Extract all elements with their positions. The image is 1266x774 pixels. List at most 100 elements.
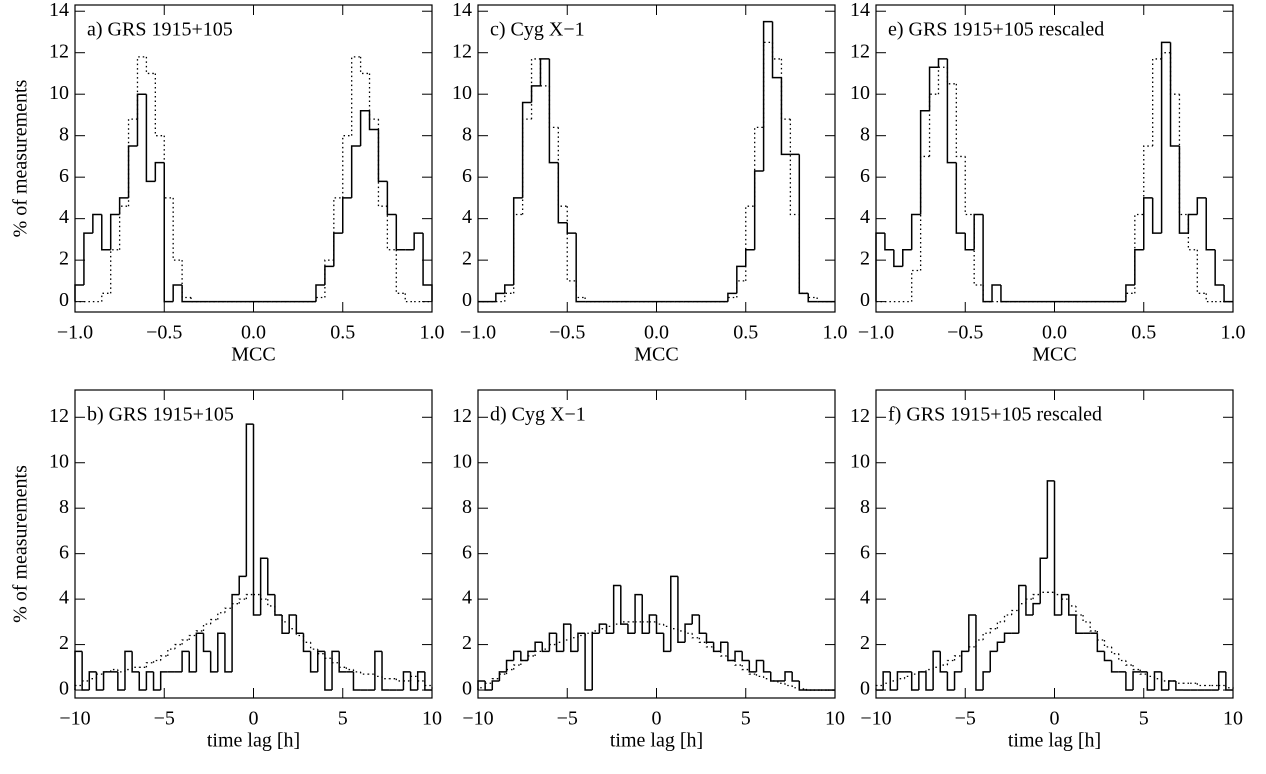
histogram-step [181,639,190,645]
histogram-step [1169,52,1180,95]
y-tick-label: 12 [850,40,870,62]
histogram-step [662,624,671,628]
histogram-step [491,680,500,691]
histogram-step [975,615,984,691]
histogram-step [555,633,564,653]
histogram-step [968,646,976,652]
y-tick-label: 6 [860,165,870,187]
histogram-step [145,662,154,668]
y-tick-label: 4 [59,587,69,609]
histogram-step [324,653,333,659]
histogram-step [224,633,233,673]
histogram-step [1196,683,1205,687]
x-tick-label: 10 [825,708,845,730]
histogram-step [698,637,707,643]
histogram-step [136,56,147,120]
histogram-step [484,680,493,691]
histogram-step [563,639,571,643]
histogram-step [946,659,955,666]
histogram-step [374,650,383,691]
histogram-step [1060,593,1069,616]
histogram-step [1143,145,1153,215]
histogram-step [620,621,628,625]
histogram-step [1196,249,1207,294]
histogram-step [512,650,521,661]
histogram-step [1146,671,1155,691]
histogram-step [513,213,523,294]
histogram-step [117,671,125,691]
y-tick-label: 14 [850,0,870,21]
histogram-step [154,161,165,182]
histogram-step [188,634,197,641]
y-tick-label: 0 [59,678,69,700]
histogram-step [562,623,571,652]
histogram-step [386,181,397,216]
y-tick-label: 2 [462,248,472,270]
x-axis-label: MCC [231,344,275,366]
histogram-step [955,83,966,158]
histogram-step [345,667,354,671]
histogram-step [110,668,118,672]
panel-label: e) GRS 1915+105 rescaled [888,19,1104,41]
histogram-step [748,660,757,673]
histogram-step [317,650,325,672]
histogram-step [982,632,991,641]
histogram-step [1132,671,1141,691]
histogram-step [570,637,578,641]
y-tick-label: 10 [49,450,69,472]
y-tick-label: 10 [452,82,472,104]
histogram-step [1075,615,1084,634]
histogram-step [1223,285,1233,303]
histogram-step [83,232,93,286]
histogram-step [893,249,903,268]
histogram-step [333,232,343,267]
histogram-step [505,659,514,672]
y-tick-label: 12 [850,405,870,427]
histogram-step [548,643,557,650]
histogram-step [1160,52,1171,59]
histogram-step [498,671,507,681]
y-tick-label: 12 [49,405,69,427]
histogram-step [1089,621,1098,632]
histogram-step [896,671,905,691]
histogram-step [1134,213,1144,294]
histogram-step [172,284,183,302]
histogram-step [612,584,621,634]
histogram-step [1110,660,1119,673]
y-tick-label: 8 [860,496,870,518]
histogram-step [145,94,156,183]
histogram-step [416,671,425,691]
histogram-step [973,213,984,250]
histogram-step [245,593,254,600]
histogram-step [705,633,714,644]
y-tick-label: 6 [59,165,69,187]
histogram-step [541,648,550,652]
histogram-step [727,642,736,662]
histogram-step [352,671,361,691]
x-tick-label: 0.0 [241,322,266,344]
x-tick-label: −5 [154,708,175,730]
y-tick-label: 14 [452,0,472,21]
histogram-step [491,678,500,684]
histogram-step [919,155,930,271]
y-tick-label: 8 [462,123,472,145]
histogram-step [127,145,138,198]
y-tick-label: 12 [49,40,69,62]
histogram-step [95,673,104,679]
histogram-step [152,671,161,691]
histogram-step [109,213,120,250]
histogram-step [127,118,138,207]
histogram-step [677,628,686,632]
histogram-step [333,197,343,261]
y-tick-label: 4 [462,206,472,228]
y-tick-label: 8 [59,123,69,145]
histogram-step [527,650,536,661]
histogram-step [925,671,934,691]
y-tick-label: 2 [860,632,870,654]
histogram-step [691,614,700,625]
histogram-step [1125,671,1134,691]
histogram-step [989,650,998,672]
histogram-step [762,20,773,171]
histogram-step [953,655,962,661]
plot-frame [477,4,836,313]
